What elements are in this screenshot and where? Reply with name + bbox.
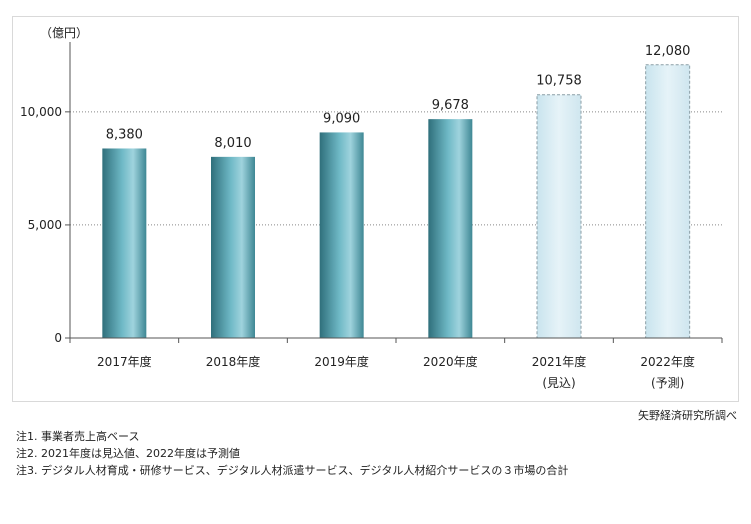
note-1: 注1. 事業者売上高ベース <box>16 430 140 443</box>
note-3: 注3. デジタル人材育成・研修サービス、デジタル人材派遣サービス、デジタル人材紹… <box>16 464 569 477</box>
data-label: 9,090 <box>323 111 360 126</box>
note-2: 注2. 2021年度は見込値、2022年度は予測値 <box>16 447 240 460</box>
x-tick-sublabel: (見込) <box>542 376 575 390</box>
bar-2022年度 <box>645 64 691 339</box>
bar-2018年度 <box>211 156 255 338</box>
x-tick-label: 2018年度 <box>206 354 261 369</box>
chart-frame <box>12 16 739 402</box>
y-tick-label: 0 <box>54 331 62 345</box>
bar-layer <box>102 64 691 339</box>
x-tick-label: 2021年度 <box>532 354 587 369</box>
y-tick-label: 10,000 <box>20 105 62 119</box>
x-tick-label: 2022年度 <box>640 354 695 369</box>
data-label: 8,380 <box>106 127 143 142</box>
data-label: 9,678 <box>432 98 469 113</box>
axis-layer <box>65 42 723 343</box>
data-label: 10,758 <box>536 74 582 89</box>
y-tick-label: 5,000 <box>28 218 62 232</box>
bar-2019年度 <box>319 132 364 338</box>
bar-2021年度 <box>536 94 582 339</box>
x-tick-sublabel: (予測) <box>651 376 684 390</box>
grid-layer <box>70 111 722 226</box>
bar-2017年度 <box>102 148 147 338</box>
bar-2020年度 <box>428 119 473 338</box>
x-tick-label: 2017年度 <box>97 354 152 369</box>
source-credit: 矢野経済研究所調べ <box>638 409 737 422</box>
label-layer: 0 5,000 10,000 8,380 2017年度 8,010 2018年度 9,090 2… <box>20 44 695 390</box>
data-label: 8,010 <box>214 136 251 151</box>
y-axis-unit-label: （億円） <box>40 26 88 40</box>
data-label: 12,080 <box>645 44 691 59</box>
x-tick-label: 2020年度 <box>423 354 478 369</box>
x-tick-label: 2019年度 <box>314 354 369 369</box>
